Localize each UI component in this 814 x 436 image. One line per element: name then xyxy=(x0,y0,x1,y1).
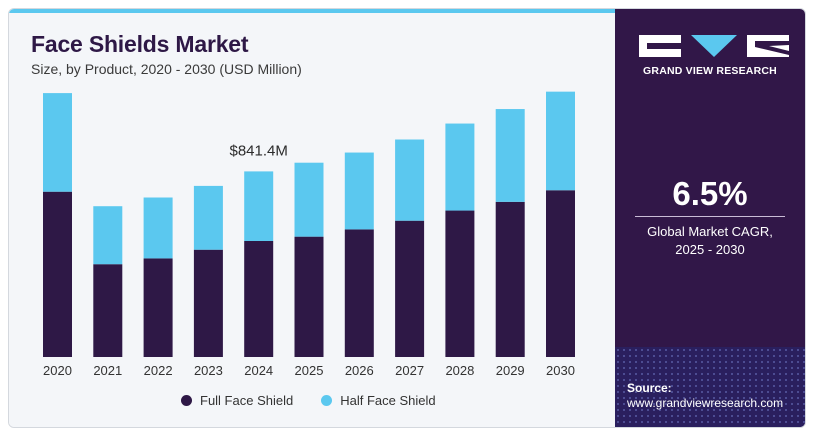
chart-panel: Face Shields Market Size, by Product, 20… xyxy=(9,9,615,427)
bar-full-2028 xyxy=(445,210,475,357)
x-tick-label-2025: 2025 xyxy=(295,363,324,378)
bar-full-2024 xyxy=(244,241,274,357)
bar-half-2027 xyxy=(395,139,425,221)
cagr-label-line2: 2025 - 2030 xyxy=(675,242,745,257)
x-tick-label-2027: 2027 xyxy=(395,363,424,378)
cagr-divider xyxy=(635,216,785,217)
x-tick-label-2030: 2030 xyxy=(546,363,575,378)
bar-half-2025 xyxy=(294,162,324,237)
bar-full-2020 xyxy=(43,191,72,357)
bar-full-2022 xyxy=(143,258,173,357)
annotation-label: $841.4M xyxy=(230,142,288,159)
x-tick-label-2029: 2029 xyxy=(496,363,525,378)
bar-full-2023 xyxy=(193,249,223,357)
bar-half-2021 xyxy=(93,206,123,265)
dots-pattern xyxy=(615,347,805,427)
x-tick-label-2026: 2026 xyxy=(345,363,374,378)
legend-label-half: Half Face Shield xyxy=(340,393,436,408)
bar-half-2023 xyxy=(193,185,223,250)
bar-half-2022 xyxy=(143,197,173,259)
bar-half-2028 xyxy=(445,123,475,211)
info-panel: GRAND VIEW RESEARCH 6.5% Global Market C… xyxy=(615,9,805,427)
bar-full-2026 xyxy=(344,229,374,357)
legend: Full Face Shield Half Face Shield xyxy=(181,393,436,408)
bar-half-2026 xyxy=(344,152,374,230)
x-tick-label-2024: 2024 xyxy=(244,363,273,378)
legend-item-half: Half Face Shield xyxy=(321,393,436,408)
brand-name: GRAND VIEW RESEARCH xyxy=(643,65,777,77)
legend-swatch-half xyxy=(321,395,333,406)
x-tick-label-2020: 2020 xyxy=(43,363,72,378)
bar-full-2025 xyxy=(294,236,324,357)
source-block: Source: www.grandviewresearch.com xyxy=(627,381,783,411)
cagr-label: Global Market CAGR, 2025 - 2030 xyxy=(615,223,805,259)
cagr-label-line1: Global Market CAGR, xyxy=(647,224,773,239)
source-url[interactable]: www.grandviewresearch.com xyxy=(627,396,784,410)
bar-full-2030 xyxy=(546,190,575,357)
x-tick-label-2028: 2028 xyxy=(445,363,474,378)
legend-item-full: Full Face Shield xyxy=(181,393,293,408)
gvr-logo-icon xyxy=(639,35,789,57)
accent-bar xyxy=(9,9,615,13)
bar-half-2030 xyxy=(546,91,575,191)
bar-half-2024 xyxy=(244,171,274,241)
bar-half-2020 xyxy=(43,93,72,192)
bar-half-2029 xyxy=(495,109,525,202)
cagr-value: 6.5% xyxy=(672,175,748,212)
chart-card: Face Shields Market Size, by Product, 20… xyxy=(8,8,806,428)
x-tick-label-2023: 2023 xyxy=(194,363,223,378)
x-tick-label-2022: 2022 xyxy=(144,363,173,378)
legend-swatch-full xyxy=(181,395,192,406)
bar-full-2027 xyxy=(395,220,425,357)
x-tick-label-2021: 2021 xyxy=(93,363,122,378)
legend-label-full: Full Face Shield xyxy=(200,393,294,408)
bar-full-2021 xyxy=(93,264,123,357)
bar-chart: 2020 2021 2022 2023 2024 $841.4M 2025 2026 2027 2… xyxy=(43,91,575,378)
source-title: Source: xyxy=(627,381,672,395)
chart-subtitle: Size, by Product, 2020 - 2030 (USD Milli… xyxy=(31,61,302,77)
chart-title: Face Shields Market xyxy=(31,31,249,57)
bar-full-2029 xyxy=(495,201,525,357)
